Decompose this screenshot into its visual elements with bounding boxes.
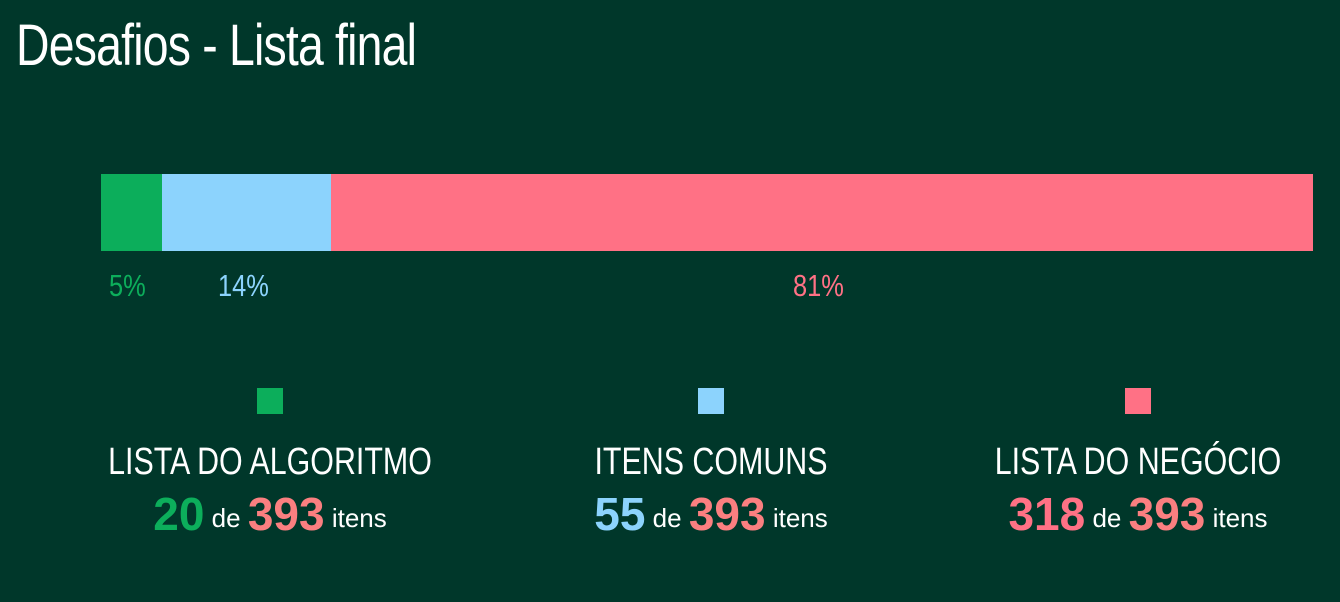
count-total-algoritmo: 393 [247,488,325,540]
count-unit: itens [331,503,387,533]
legend-swatch-negocio [1125,388,1151,414]
count-connector: de [1092,503,1122,533]
bar-segment-comuns [161,174,332,251]
legend-item-comuns: ITENS COMUNS 55 de 393 itens [491,388,931,538]
legend-label-negocio: LISTA DO NEGÓCIO [994,441,1282,483]
count-value-algoritmo: 20 [153,488,205,540]
legend-swatch-comuns [698,388,724,414]
percent-label-comuns: 14% [218,268,269,303]
count-unit: itens [772,503,828,533]
percent-label-negocio: 81% [793,268,844,303]
count-value-negocio: 318 [1008,488,1086,540]
legend-item-algoritmo: LISTA DO ALGORITMO 20 de 393 itens [50,388,490,538]
count-unit: itens [1212,503,1268,533]
page-title: Desafios - Lista final [16,13,417,78]
count-line-negocio: 318 de 393 itens [918,491,1340,538]
count-connector: de [652,503,682,533]
legend-swatch-algoritmo [257,388,283,414]
legend-item-negocio: LISTA DO NEGÓCIO 318 de 393 itens [918,388,1340,538]
percent-label-algoritmo: 5% [109,268,146,303]
count-connector: de [211,503,241,533]
stacked-bar [101,174,1313,251]
legend-label-algoritmo: LISTA DO ALGORITMO [108,441,432,483]
count-line-algoritmo: 20 de 393 itens [50,491,490,538]
count-total-negocio: 393 [1128,488,1206,540]
bar-segment-algoritmo [101,174,162,251]
legend-label-comuns: ITENS COMUNS [594,441,828,483]
bar-segment-negocio [331,174,1313,251]
count-line-comuns: 55 de 393 itens [586,491,836,538]
count-value-comuns: 55 [594,488,646,540]
count-total-comuns: 393 [688,488,766,540]
